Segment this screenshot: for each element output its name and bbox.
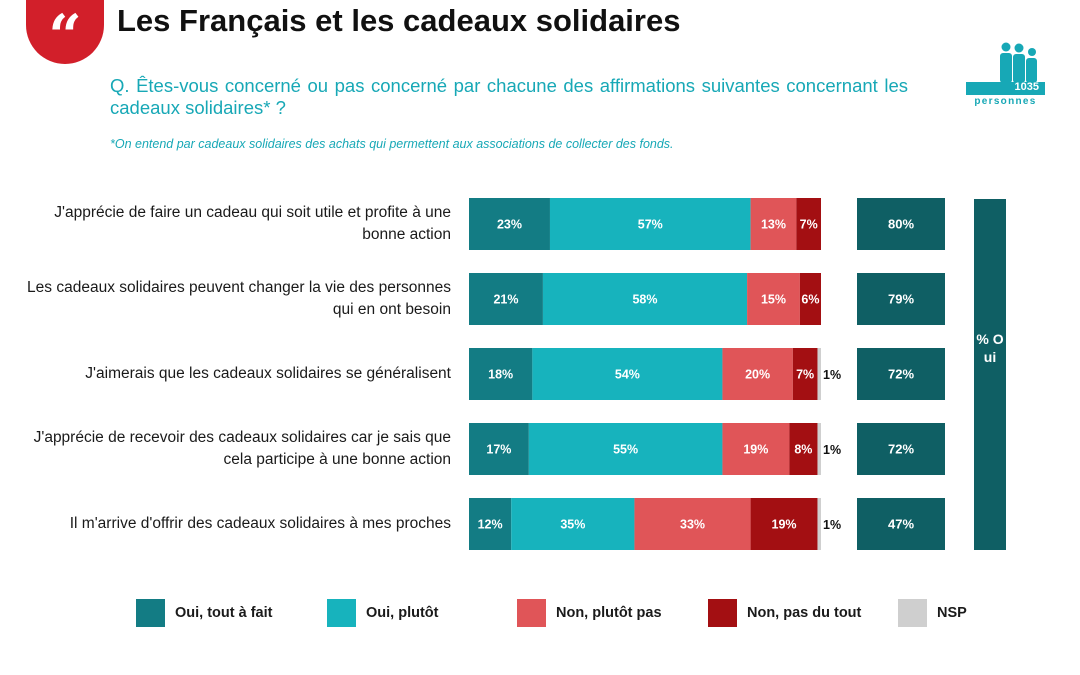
total-box-3: [857, 348, 945, 400]
bar-r5-nsp: [817, 498, 821, 550]
bar-r2-s3: [747, 273, 800, 325]
bar-label-r2-s4: 6%: [801, 293, 819, 307]
bar-r3-s4: [792, 348, 818, 400]
bar-r2-s1: [469, 273, 543, 325]
legend-text-3: Non, plutôt pas: [556, 605, 662, 621]
bar-label-r5-s2: 35%: [560, 518, 585, 532]
bar-r1-s2: [549, 198, 751, 250]
bar-label-r1-s4: 7%: [800, 218, 818, 232]
oui-total-column-band: [974, 199, 1006, 550]
legend-swatch-4: [708, 599, 737, 627]
legend-swatch-5: [898, 599, 927, 627]
total-label-3: 72%: [888, 367, 914, 382]
bar-r5-s2: [511, 498, 635, 550]
legend-text-5: NSP: [937, 605, 967, 621]
quote-icon: “: [26, 0, 104, 65]
bar-label-r1-s1: 23%: [497, 218, 522, 232]
legend-swatch-1: [136, 599, 165, 627]
bar-label-r3-s2: 54%: [615, 368, 640, 382]
bar-r3-s3: [722, 348, 793, 400]
footnote: *On entend par cadeaux solidaires des ac…: [110, 137, 674, 151]
bar-r2-s2: [542, 273, 748, 325]
bar-r4-nsp: [817, 423, 821, 475]
bar-label-r3-s3: 20%: [745, 368, 770, 382]
bar-r4-s1: [469, 423, 529, 475]
bar-label-r5-s3: 33%: [680, 518, 705, 532]
page-title: Les Français et les cadeaux solidaires: [117, 3, 681, 38]
bar-label-r2-s1: 21%: [493, 293, 518, 307]
legend-text-2: Oui, plutôt: [366, 605, 439, 621]
legend-text-1: Oui, tout à fait: [175, 605, 273, 621]
legend-swatch-3: [517, 599, 546, 627]
bar-r3-s2: [532, 348, 723, 400]
bar-label-r1-s2: 57%: [638, 218, 663, 232]
bar-r3-nsp: [817, 348, 821, 400]
bar-r4-s3: [722, 423, 790, 475]
bar-label-r3-nsp: 1%: [823, 368, 841, 382]
sample-count: 1035: [1014, 81, 1039, 93]
total-box-2: [857, 273, 945, 325]
bar-r1-s4: [796, 198, 821, 250]
bar-r5-s3: [634, 498, 751, 550]
people-group-icon: [1000, 42, 1037, 83]
row-label-4: J'apprécie de recevoir des cadeaux solid…: [33, 429, 451, 468]
oui-total-column-label: % Oui: [976, 331, 1004, 365]
total-label-1: 80%: [888, 217, 914, 232]
bar-r1-s1: [469, 198, 550, 250]
bar-r5-s4: [750, 498, 818, 550]
bar-label-r4-s3: 19%: [743, 443, 768, 457]
sample-label: personnes: [974, 96, 1037, 107]
legend-item-2: Oui, plutôt: [327, 599, 438, 627]
survey-question: Q. Êtes-vous concerné ou pas concerné pa…: [110, 75, 908, 118]
bar-r4-s4: [789, 423, 818, 475]
legend-item-5: NSP: [898, 599, 967, 627]
bar-label-r1-s3: 13%: [761, 218, 786, 232]
legend-text-4: Non, pas du tout: [747, 605, 862, 621]
total-label-4: 72%: [888, 442, 914, 457]
total-box-5: [857, 498, 945, 550]
total-label-2: 79%: [888, 292, 914, 307]
sample-band: [966, 82, 1045, 95]
bar-label-r2-s3: 15%: [761, 293, 786, 307]
bar-r1-s3: [750, 198, 797, 250]
row-label-1: J'apprécie de faire un cadeau qui soit u…: [54, 204, 451, 243]
row-label-2: Les cadeaux solidaires peuvent changer l…: [27, 279, 451, 318]
bar-r4-s2: [528, 423, 723, 475]
bar-r2-s4: [799, 273, 821, 325]
bar-label-r4-s1: 17%: [486, 443, 511, 457]
bar-label-r4-s4: 8%: [794, 443, 812, 457]
total-box-4: [857, 423, 945, 475]
row-label-3: J'aimerais que les cadeaux solidaires se…: [85, 365, 451, 382]
bar-label-r3-s1: 18%: [488, 368, 513, 382]
bar-label-r4-s2: 55%: [613, 443, 638, 457]
bar-label-r5-s1: 12%: [478, 518, 503, 532]
row-label-5: Il m'arrive d'offrir des cadeaux solidai…: [69, 515, 451, 532]
bar-label-r4-nsp: 1%: [823, 443, 841, 457]
legend-item-3: Non, plutôt pas: [517, 599, 662, 627]
bar-label-r2-s2: 58%: [632, 293, 657, 307]
bar-r5-s1: [469, 498, 512, 550]
legend-item-4: Non, pas du tout: [708, 599, 861, 627]
total-box-1: [857, 198, 945, 250]
bar-r3-s1: [469, 348, 533, 400]
sample-size-badge: 1035 personnes: [966, 42, 1045, 108]
bar-label-r3-s4: 7%: [796, 368, 814, 382]
bar-label-r5-s4: 19%: [772, 518, 797, 532]
bar-label-r5-nsp: 1%: [823, 518, 841, 532]
legend-swatch-2: [327, 599, 356, 627]
legend-item-1: Oui, tout à fait: [136, 599, 272, 627]
total-label-5: 47%: [888, 517, 914, 532]
